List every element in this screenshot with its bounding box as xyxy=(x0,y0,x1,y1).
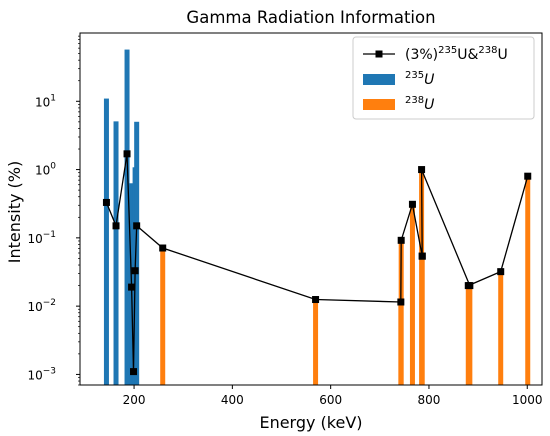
legend: (3%)235U&238U 235U 238U xyxy=(352,36,535,120)
line-marker xyxy=(131,267,139,275)
line-marker xyxy=(112,222,120,230)
line-marker xyxy=(524,172,532,180)
bar xyxy=(124,49,130,385)
line-marker xyxy=(418,166,426,174)
bar xyxy=(419,169,425,385)
bar xyxy=(498,271,504,385)
legend-bar-handle xyxy=(363,74,395,85)
legend-bar-handle xyxy=(363,99,395,110)
x-tick-label: 400 xyxy=(221,393,244,407)
y-tick-label: 101 xyxy=(35,93,56,109)
legend-label-235: 235U xyxy=(405,70,434,88)
x-axis-label: Energy (keV) xyxy=(259,413,362,432)
y-axis-label: Intensity (%) xyxy=(5,161,24,263)
line-marker xyxy=(123,150,131,158)
line-marker xyxy=(397,236,405,244)
line-marker xyxy=(397,298,405,306)
line-marker xyxy=(418,252,426,260)
line-layer xyxy=(102,150,532,376)
bar xyxy=(409,204,415,385)
y-tick-label: 100 xyxy=(35,162,56,178)
x-tick-label: 200 xyxy=(123,393,146,407)
bar xyxy=(313,299,319,385)
legend-label-mixture: (3%)235U&238U xyxy=(405,45,508,63)
y-tick-label: 10−3 xyxy=(27,366,56,382)
y-tick-label: 10−1 xyxy=(27,230,56,246)
plot-frame xyxy=(79,32,543,386)
line-marker xyxy=(128,283,136,291)
bar xyxy=(134,121,140,386)
bar xyxy=(103,98,109,385)
x-tick-label: 600 xyxy=(319,393,342,407)
axes: 200 400 600 800 1000 10−3 10−2 10−1 100 101 xyxy=(27,32,543,407)
legend-box xyxy=(352,36,535,120)
bar xyxy=(398,240,404,385)
bar xyxy=(467,285,473,385)
bar xyxy=(525,176,531,385)
line-marker xyxy=(133,222,141,230)
bar xyxy=(160,248,166,385)
legend-label-238: 238U xyxy=(405,95,434,113)
bar xyxy=(113,121,119,385)
line-marker xyxy=(497,268,505,276)
x-tick-label: 1000 xyxy=(512,393,543,407)
legend-marker-handle xyxy=(375,50,383,58)
line-marker xyxy=(159,244,167,252)
chart-title: Gamma Radiation Information xyxy=(186,8,435,27)
line-marker xyxy=(464,282,472,290)
line-marker xyxy=(130,368,138,376)
line-marker xyxy=(408,200,416,208)
line-marker xyxy=(312,296,320,304)
line-marker xyxy=(102,198,110,206)
x-tick-label: 800 xyxy=(418,393,441,407)
y-tick-label: 10−2 xyxy=(27,298,56,314)
